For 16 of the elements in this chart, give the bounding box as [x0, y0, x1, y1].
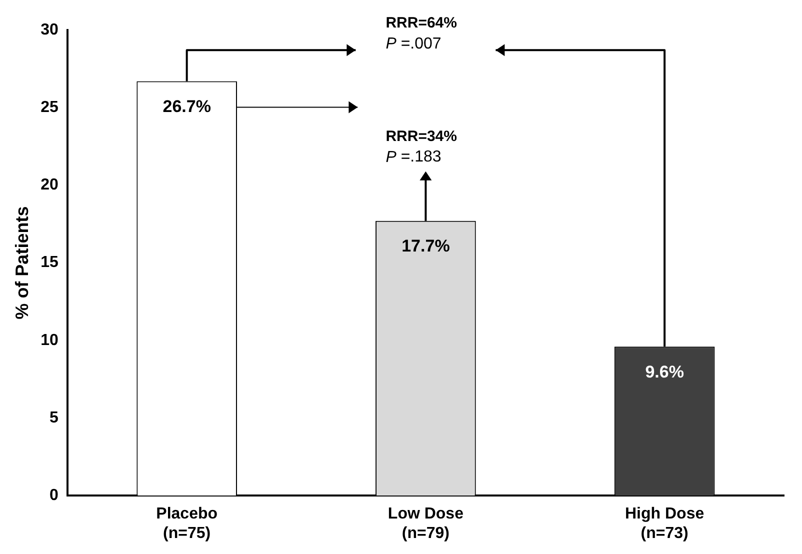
y-tick-label: 15	[40, 254, 58, 272]
x-tick-label: High Dose (n=73)	[625, 506, 704, 542]
y-tick-label: 0	[49, 487, 58, 504]
x-tick-label: Placebo (n=75)	[156, 506, 218, 542]
x-tick-label: Low Dose (n=79)	[388, 506, 464, 542]
data-label: 9.6%	[645, 362, 684, 382]
y-tick-label: 10	[40, 332, 58, 349]
y-tick-label: 30	[40, 21, 58, 38]
y-tick-label: 20	[40, 176, 58, 194]
data-label: 26.7%	[162, 96, 211, 116]
annotation: RRR=34% P =.183	[386, 128, 457, 166]
annotation: RRR=64% P =.007	[386, 14, 457, 52]
y-tick-label: 5	[49, 409, 58, 426]
data-label: 17.7%	[402, 236, 450, 256]
y-tick-label: 25	[40, 99, 58, 116]
y-axis-title: % of Patients	[12, 206, 32, 320]
